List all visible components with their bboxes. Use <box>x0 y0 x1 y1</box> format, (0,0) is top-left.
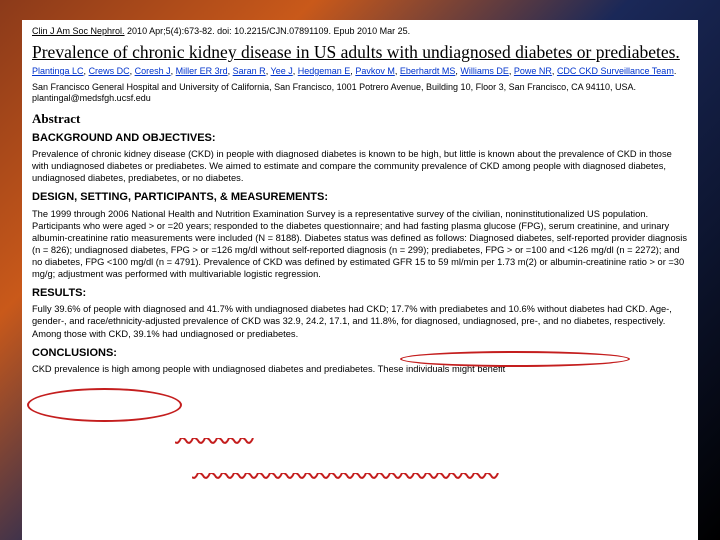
author-link[interactable]: Saran R <box>233 66 266 76</box>
design-heading: DESIGN, SETTING, PARTICIPANTS, & MEASURE… <box>32 190 688 204</box>
author-link[interactable]: CDC CKD Surveillance Team <box>557 66 674 76</box>
author-link[interactable]: Plantinga LC <box>32 66 84 76</box>
journal-name: Clin J Am Soc Nephrol. <box>32 26 125 36</box>
author-link[interactable]: Eberhardt MS <box>400 66 456 76</box>
author-link[interactable]: Hedgeman E <box>298 66 351 76</box>
author-link[interactable]: Pavkov M <box>355 66 395 76</box>
background-text: Prevalence of chronic kidney disease (CK… <box>32 148 688 184</box>
conclusions-heading: CONCLUSIONS: <box>32 346 688 360</box>
citation-line: Clin J Am Soc Nephrol. 2010 Apr;5(4):673… <box>32 26 688 38</box>
results-heading: RESULTS: <box>32 286 688 300</box>
affiliation: San Francisco General Hospital and Unive… <box>32 82 688 105</box>
author-link[interactable]: Yee J <box>271 66 293 76</box>
author-link[interactable]: Powe NR <box>514 66 552 76</box>
paper-abstract-panel: Clin J Am Soc Nephrol. 2010 Apr;5(4):673… <box>22 20 698 540</box>
author-link[interactable]: Williams DE <box>460 66 509 76</box>
author-link[interactable]: Miller ER 3rd <box>176 66 228 76</box>
design-text: The 1999 through 2006 National Health an… <box>32 208 688 280</box>
results-text: Fully 39.6% of people with diagnosed and… <box>32 303 688 339</box>
authors-list: Plantinga LC, Crews DC, Coresh J, Miller… <box>32 66 688 78</box>
author-link[interactable]: Coresh J <box>135 66 171 76</box>
abstract-heading: Abstract <box>32 111 688 128</box>
author-link[interactable]: Crews DC <box>89 66 130 76</box>
citation-details: 2010 Apr;5(4):673-82. doi: 10.2215/CJN.0… <box>125 26 411 36</box>
article-title: Prevalence of chronic kidney disease in … <box>32 42 688 62</box>
conclusions-text: CKD prevalence is high among people with… <box>32 363 688 375</box>
background-heading: BACKGROUND AND OBJECTIVES: <box>32 131 688 145</box>
